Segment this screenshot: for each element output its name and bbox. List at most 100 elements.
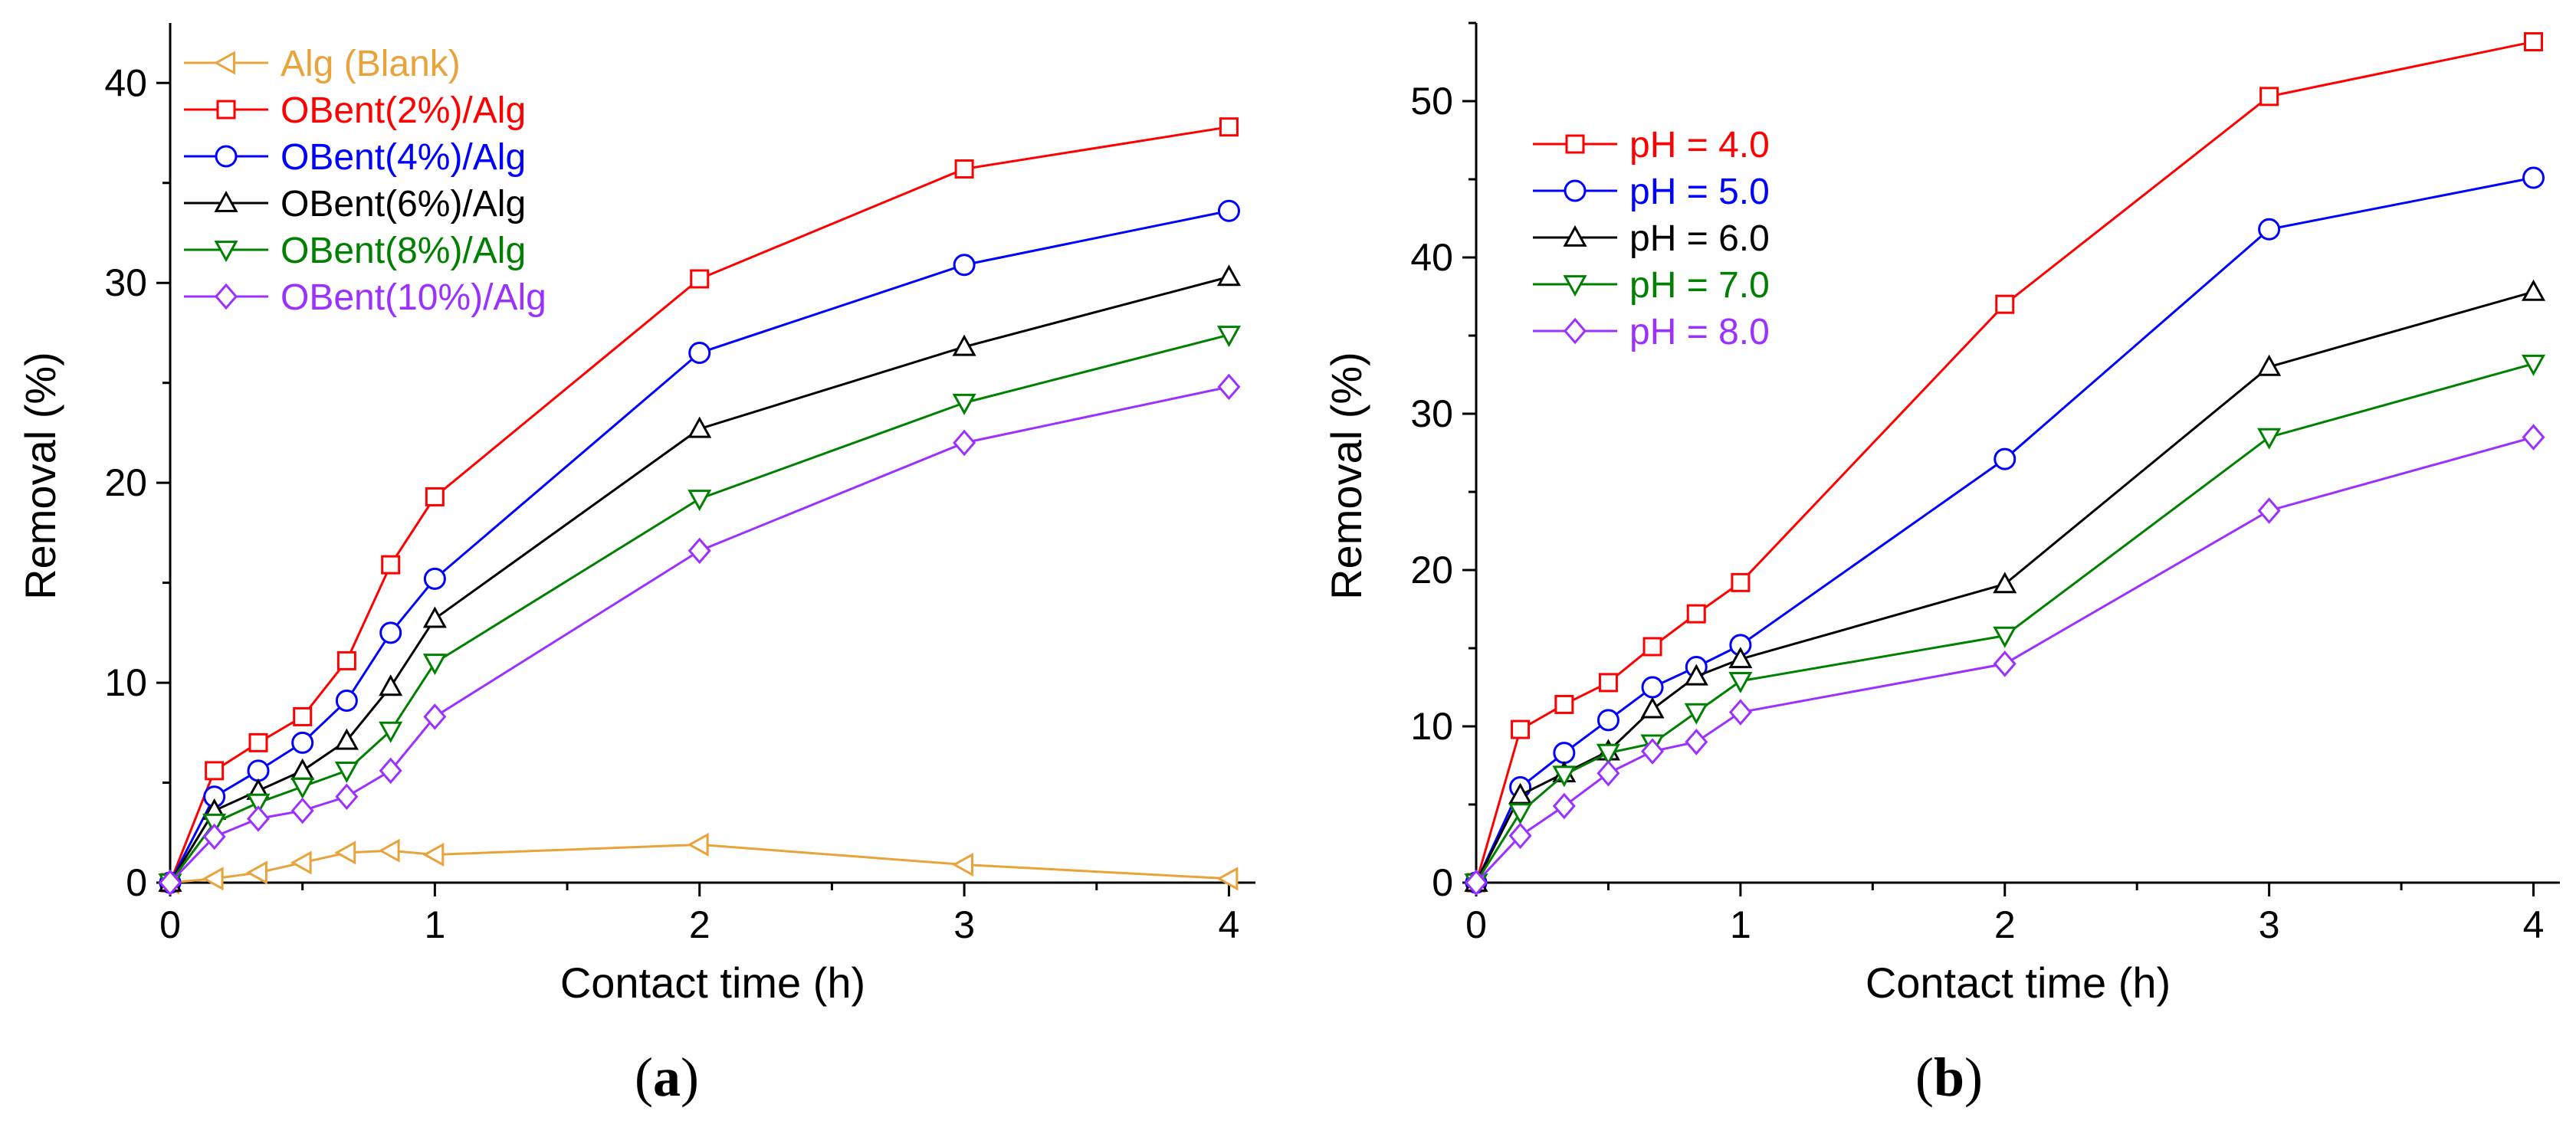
data-point [1552, 792, 1576, 820]
data-point [687, 537, 711, 565]
data-point [953, 429, 976, 457]
data-point [334, 761, 359, 783]
panel-a-caption: (a) [635, 1047, 699, 1108]
data-point [1641, 738, 1665, 765]
data-point [1554, 694, 1574, 714]
panel-b-letter: b [1934, 1047, 1964, 1108]
legend-marker [216, 100, 236, 120]
series-line [1475, 436, 2534, 884]
data-point [952, 852, 973, 877]
data-point [2521, 354, 2546, 376]
data-point [245, 860, 267, 885]
y-tick-label: 40 [1410, 236, 1453, 279]
legend-marker [1563, 275, 1587, 297]
data-point [334, 728, 359, 750]
series-line [1475, 362, 2534, 883]
data-point [687, 490, 712, 512]
data-point [1596, 743, 1620, 765]
y-tick-label: 40 [104, 61, 147, 104]
panel-caption-close-paren: ) [681, 1047, 699, 1108]
legend-marker [1565, 134, 1585, 154]
data-point [1553, 742, 1576, 765]
data-point [1642, 637, 1662, 657]
legend-label: Alg (Blank) [281, 44, 461, 84]
panel-caption-close-paren: ) [1964, 1047, 1983, 1108]
series-line [169, 275, 1229, 883]
series-line [169, 333, 1229, 883]
data-point [1684, 703, 1708, 725]
data-point [247, 805, 270, 832]
data-point [422, 654, 447, 676]
y-tick-label: 20 [104, 461, 147, 504]
legend-label: OBent(10%)/Alg [281, 277, 546, 318]
data-point [1596, 759, 1620, 787]
panel-b-caption: (b) [1915, 1047, 1983, 1108]
data-point [1731, 572, 1751, 592]
data-point [335, 783, 359, 811]
legend-label: OBent(4%)/Alg [281, 137, 526, 178]
data-point [688, 342, 711, 365]
panel-caption-open-paren: ( [1915, 1047, 1934, 1108]
x-tick-label: 4 [1219, 903, 1240, 946]
data-point [1219, 117, 1239, 137]
data-point [290, 797, 314, 824]
y-axis-label: Removal (%) [1322, 352, 1370, 600]
legend-label: pH = 4.0 [1629, 125, 1770, 165]
data-point [202, 823, 226, 850]
data-point [248, 732, 268, 752]
x-tick-label: 1 [424, 903, 445, 946]
data-point [1216, 867, 1239, 891]
series-line [1475, 290, 2534, 883]
data-point [1596, 709, 1619, 732]
legend-label: pH = 5.0 [1629, 172, 1770, 212]
data-point [381, 555, 401, 575]
series-line [1475, 176, 2534, 883]
data-point [246, 793, 271, 815]
data-point [1508, 822, 1532, 850]
y-tick-label: 50 [1410, 80, 1453, 123]
data-point [423, 703, 447, 730]
data-point [290, 850, 312, 875]
y-axis-label: Removal (%) [16, 352, 64, 600]
data-point [1217, 199, 1240, 222]
series-line [169, 843, 1229, 884]
y-tick-label: 10 [1410, 705, 1453, 748]
data-point [1995, 294, 2015, 314]
data-point [1685, 729, 1708, 755]
data-point [952, 393, 976, 415]
data-point [423, 567, 446, 590]
data-point [422, 606, 447, 628]
data-point [205, 761, 225, 781]
data-point [1728, 647, 1753, 669]
data-point [247, 759, 270, 782]
data-point [2258, 218, 2281, 241]
data-point [334, 841, 356, 865]
data-point [422, 842, 445, 867]
data-point [1508, 782, 1533, 804]
y-tick-label: 20 [1410, 549, 1453, 591]
data-point [1552, 765, 1577, 788]
data-point [954, 159, 974, 179]
data-point [336, 650, 356, 670]
y-tick-label: 0 [1432, 861, 1453, 904]
legend-marker [215, 145, 238, 168]
x-tick-label: 3 [953, 903, 975, 946]
legend-label: OBent(2%)/Alg [281, 90, 526, 131]
data-point [379, 621, 402, 644]
data-point [1641, 676, 1664, 699]
data-point [1216, 264, 1242, 287]
data-point [379, 721, 403, 743]
data-point [953, 254, 976, 277]
data-point [690, 269, 710, 289]
x-tick-label: 4 [2523, 903, 2545, 946]
legend-marker [1563, 224, 1587, 247]
data-point [425, 487, 445, 506]
legend-marker [213, 51, 235, 75]
data-point [159, 869, 182, 896]
x-axis-label: Contact time (h) [1866, 959, 2171, 1007]
series-line [169, 209, 1229, 883]
data-point [1216, 326, 1242, 348]
data-point [2522, 424, 2545, 451]
data-point [202, 867, 224, 891]
